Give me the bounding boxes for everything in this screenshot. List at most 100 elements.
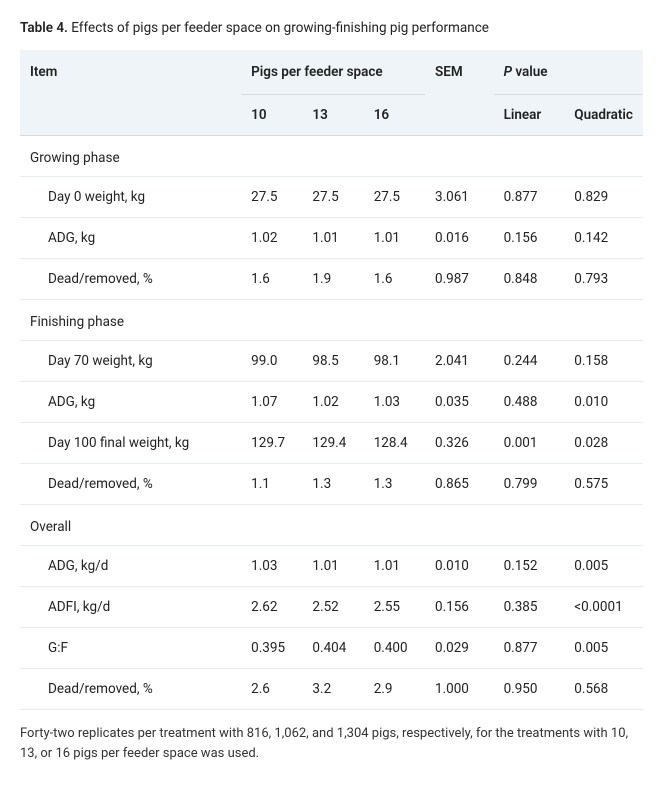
cell-pvalue-quadratic: <0.0001 — [564, 587, 643, 628]
cell-pvalue-quadratic: 0.010 — [564, 382, 643, 423]
cell-value: 0.404 — [302, 628, 363, 669]
cell-pvalue-quadratic: 0.793 — [564, 259, 643, 300]
table-row: ADG, kg1.071.021.030.0350.4880.010 — [20, 382, 643, 423]
cell-value: 3.2 — [302, 669, 363, 710]
table-row: Dead/removed, %1.61.91.60.9870.8480.793 — [20, 259, 643, 300]
table-row: G:F0.3950.4040.4000.0290.8770.005 — [20, 628, 643, 669]
cell-pvalue-quadratic: 0.568 — [564, 669, 643, 710]
table-row: Day 70 weight, kg99.098.598.12.0410.2440… — [20, 341, 643, 382]
cell-value: 128.4 — [364, 423, 425, 464]
cell-value: 1.3 — [302, 464, 363, 505]
cell-value: 1.01 — [302, 218, 363, 259]
cell-pvalue-linear: 0.244 — [494, 341, 565, 382]
cell-pvalue-linear: 0.001 — [494, 423, 565, 464]
row-label: G:F — [20, 628, 241, 669]
table-label: Table 4. — [20, 20, 68, 36]
cell-value: 129.4 — [302, 423, 363, 464]
section-row: Overall — [20, 505, 643, 546]
row-label: Dead/removed, % — [20, 669, 241, 710]
header-feeder-13: 13 — [302, 95, 363, 136]
cell-value: 27.5 — [302, 177, 363, 218]
cell-sem: 0.016 — [425, 218, 494, 259]
cell-value: 2.6 — [241, 669, 302, 710]
table-row: ADG, kg1.021.011.010.0160.1560.142 — [20, 218, 643, 259]
cell-value: 1.9 — [302, 259, 363, 300]
cell-sem: 0.865 — [425, 464, 494, 505]
cell-value: 1.03 — [241, 546, 302, 587]
table-row: Day 0 weight, kg27.527.527.53.0610.8770.… — [20, 177, 643, 218]
table-row: Dead/removed, %1.11.31.30.8650.7990.575 — [20, 464, 643, 505]
cell-value: 1.01 — [302, 546, 363, 587]
cell-value: 1.1 — [241, 464, 302, 505]
cell-value: 2.55 — [364, 587, 425, 628]
cell-value: 2.52 — [302, 587, 363, 628]
cell-pvalue-quadratic: 0.028 — [564, 423, 643, 464]
cell-sem: 0.010 — [425, 546, 494, 587]
section-row: Finishing phase — [20, 300, 643, 341]
cell-value: 1.07 — [241, 382, 302, 423]
cell-value: 2.62 — [241, 587, 302, 628]
cell-pvalue-linear: 0.385 — [494, 587, 565, 628]
cell-sem: 2.041 — [425, 341, 494, 382]
cell-value: 0.395 — [241, 628, 302, 669]
cell-value: 98.1 — [364, 341, 425, 382]
cell-sem: 0.029 — [425, 628, 494, 669]
cell-pvalue-linear: 0.848 — [494, 259, 565, 300]
cell-pvalue-linear: 0.152 — [494, 546, 565, 587]
row-label: Day 70 weight, kg — [20, 341, 241, 382]
header-pvalue-linear: Linear — [494, 95, 565, 136]
cell-pvalue-quadratic: 0.575 — [564, 464, 643, 505]
cell-pvalue-quadratic: 0.005 — [564, 546, 643, 587]
cell-pvalue-linear: 0.877 — [494, 177, 565, 218]
table-body: Growing phaseDay 0 weight, kg27.527.527.… — [20, 136, 643, 710]
row-label: ADFI, kg/d — [20, 587, 241, 628]
header-feeder-group: Pigs per feeder space — [241, 50, 425, 95]
cell-pvalue-quadratic: 0.829 — [564, 177, 643, 218]
row-label: ADG, kg — [20, 382, 241, 423]
cell-value: 1.02 — [241, 218, 302, 259]
row-label: Dead/removed, % — [20, 464, 241, 505]
table-header: Item Pigs per feeder space SEM P value 1… — [20, 50, 643, 136]
table-row: ADFI, kg/d2.622.522.550.1560.385<0.0001 — [20, 587, 643, 628]
cell-sem: 1.000 — [425, 669, 494, 710]
header-feeder-16: 16 — [364, 95, 425, 136]
table-row: ADG, kg/d1.031.011.010.0100.1520.005 — [20, 546, 643, 587]
row-label: Dead/removed, % — [20, 259, 241, 300]
header-feeder-10: 10 — [241, 95, 302, 136]
row-label: Day 0 weight, kg — [20, 177, 241, 218]
cell-value: 2.9 — [364, 669, 425, 710]
cell-value: 98.5 — [302, 341, 363, 382]
cell-value: 0.400 — [364, 628, 425, 669]
cell-value: 129.7 — [241, 423, 302, 464]
cell-sem: 0.987 — [425, 259, 494, 300]
header-pvalue-quadratic: Quadratic — [564, 95, 643, 136]
cell-pvalue-quadratic: 0.005 — [564, 628, 643, 669]
cell-pvalue-linear: 0.877 — [494, 628, 565, 669]
cell-value: 1.3 — [364, 464, 425, 505]
cell-value: 1.6 — [241, 259, 302, 300]
cell-pvalue-linear: 0.950 — [494, 669, 565, 710]
data-table: Item Pigs per feeder space SEM P value 1… — [20, 50, 643, 710]
table-caption: Table 4. Effects of pigs per feeder spac… — [20, 18, 643, 38]
cell-value: 1.01 — [364, 218, 425, 259]
row-label: Day 100 final weight, kg — [20, 423, 241, 464]
cell-pvalue-quadratic: 0.142 — [564, 218, 643, 259]
cell-pvalue-linear: 0.799 — [494, 464, 565, 505]
section-title: Growing phase — [20, 136, 643, 177]
table-row: Dead/removed, %2.63.22.91.0000.9500.568 — [20, 669, 643, 710]
table-title: Effects of pigs per feeder space on grow… — [71, 20, 489, 36]
cell-sem: 0.156 — [425, 587, 494, 628]
header-pvalue-group: P value — [494, 50, 643, 95]
cell-pvalue-linear: 0.156 — [494, 218, 565, 259]
cell-pvalue-linear: 0.488 — [494, 382, 565, 423]
cell-sem: 3.061 — [425, 177, 494, 218]
table-footnote: Forty-two replicates per treatment with … — [20, 724, 643, 764]
table-row: Day 100 final weight, kg129.7129.4128.40… — [20, 423, 643, 464]
cell-value: 1.6 — [364, 259, 425, 300]
cell-value: 1.01 — [364, 546, 425, 587]
cell-value: 27.5 — [364, 177, 425, 218]
section-title: Finishing phase — [20, 300, 643, 341]
cell-value: 27.5 — [241, 177, 302, 218]
cell-sem: 0.326 — [425, 423, 494, 464]
section-row: Growing phase — [20, 136, 643, 177]
